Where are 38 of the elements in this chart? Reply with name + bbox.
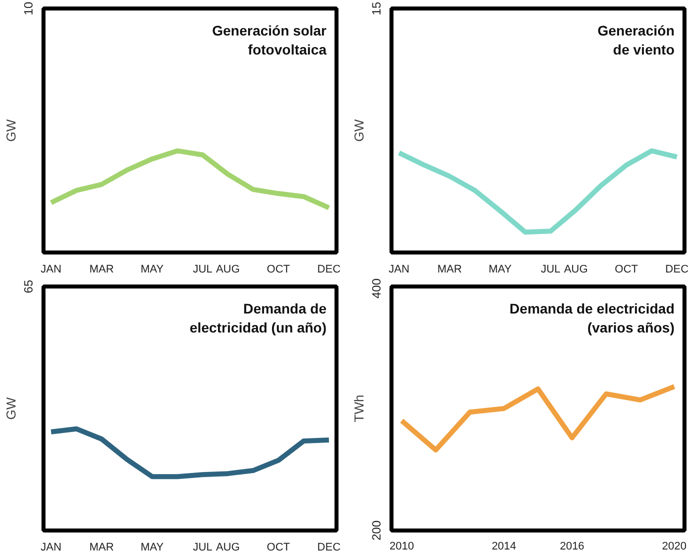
text: 65 (22, 280, 36, 294)
x-tick-label: MAR (437, 264, 462, 276)
x-tick-label: AUG (216, 264, 240, 276)
y-axis-title: TWh (352, 394, 366, 422)
chart-title: Generación de viento (597, 22, 675, 58)
x-tick-label: DEC (665, 264, 689, 276)
x-tick-label: JUL (192, 264, 212, 276)
x-tick-label: OCT (266, 542, 290, 554)
chart-title: Generación solar fotovoltaica (212, 22, 328, 58)
x-tick-label: JAN (40, 542, 62, 554)
x-tick-label: MAY (140, 264, 164, 276)
x-tick-label: DEC (317, 264, 341, 276)
x-tick-label: 2010 (389, 540, 414, 552)
x-tick-label: OCT (266, 264, 290, 276)
x-tick-label: OCT (614, 264, 638, 276)
x-tick-label: MAY (140, 542, 164, 554)
x-tick-label: MAY (488, 264, 512, 276)
x-tick-label: DEC (317, 542, 341, 554)
x-tick-label: JAN (40, 264, 62, 276)
x-tick-label: 2014 (492, 540, 516, 552)
text: 10 (22, 2, 36, 16)
y-axis-title: GW (4, 118, 18, 142)
x-tick-label: 2020 (662, 540, 687, 552)
y-tick-label: 400 (370, 278, 384, 299)
x-tick-label: MAR (89, 542, 114, 554)
chart-title: Demanda de electricidad (un año) (190, 300, 327, 336)
x-tick-label: AUG (216, 542, 240, 554)
x-tick-label: AUG (564, 264, 588, 276)
text: 15 (370, 2, 384, 16)
y-tick-label: 200 (370, 520, 384, 541)
x-tick-label: JUL (192, 542, 212, 554)
text: Demanda de electricidad (varios años) (510, 300, 675, 336)
x-tick-label: 2016 (560, 540, 584, 552)
y-axis-title: GW (352, 118, 366, 142)
x-tick-label: JAN (388, 264, 410, 276)
x-tick-label: JUL (540, 264, 560, 276)
y-axis-title: GW (4, 396, 18, 420)
x-tick-label: MAR (89, 264, 114, 276)
